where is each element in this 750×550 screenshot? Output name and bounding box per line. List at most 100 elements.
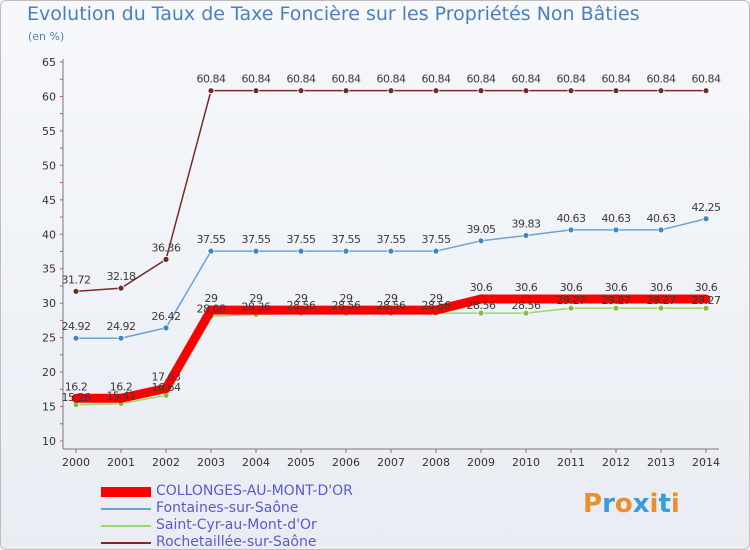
data-label: 36.36 — [152, 241, 181, 254]
data-point — [342, 247, 350, 255]
data-label: 30.6 — [560, 281, 583, 294]
x-tick-label: 2003 — [197, 456, 225, 469]
data-point — [252, 247, 260, 255]
data-point — [431, 305, 441, 315]
data-label: 29 — [385, 292, 398, 305]
data-label: 37.55 — [422, 233, 451, 246]
legend-swatch — [101, 487, 151, 497]
data-point — [387, 87, 395, 95]
data-point — [162, 255, 170, 263]
x-tick-label: 2005 — [287, 456, 315, 469]
data-point — [566, 294, 576, 304]
data-label: 37.55 — [287, 233, 316, 246]
x-tick-label: 2004 — [242, 456, 270, 469]
data-point — [207, 247, 215, 255]
data-point — [72, 287, 80, 295]
data-label: 16.2 — [110, 380, 133, 393]
data-label: 60.84 — [287, 73, 316, 86]
data-label: 24.92 — [62, 320, 91, 333]
legend-label: Fontaines-sur-Saône — [156, 500, 299, 516]
data-label: 60.84 — [242, 73, 271, 86]
data-point — [567, 87, 575, 95]
legend-swatch — [101, 525, 151, 527]
x-tick-label: 2002 — [152, 456, 180, 469]
data-point — [477, 87, 485, 95]
data-label: 37.55 — [242, 233, 271, 246]
data-point — [477, 309, 485, 317]
data-label: 29.27 — [602, 294, 631, 307]
data-label: 29.27 — [557, 294, 586, 307]
data-point — [701, 294, 711, 304]
data-label: 40.63 — [557, 212, 586, 225]
data-point — [297, 247, 305, 255]
data-label: 28.08 — [197, 302, 226, 315]
data-point — [657, 87, 665, 95]
data-point — [657, 226, 665, 234]
y-tick-label: 40 — [42, 228, 56, 241]
data-point — [611, 294, 621, 304]
data-label: 17.63 — [152, 370, 181, 383]
data-label: 29 — [340, 292, 353, 305]
brand-letter: i — [649, 489, 659, 519]
y-tick-label: 50 — [42, 159, 56, 172]
data-point — [522, 87, 530, 95]
chart-title: Evolution du Taux de Taxe Foncière sur l… — [27, 3, 640, 25]
y-tick-label: 45 — [42, 194, 56, 207]
data-point — [657, 304, 665, 312]
data-label: 24.92 — [107, 320, 136, 333]
data-point — [656, 294, 666, 304]
data-label: 28.56 — [422, 299, 451, 312]
brand-letter: P — [583, 489, 603, 519]
data-label: 29 — [205, 292, 218, 305]
x-tick-label: 2007 — [377, 456, 405, 469]
data-point — [522, 309, 530, 317]
data-point — [612, 226, 620, 234]
data-label: 60.84 — [377, 73, 406, 86]
data-point — [476, 294, 486, 304]
data-label: 60.84 — [332, 73, 361, 86]
data-point — [702, 304, 710, 312]
data-label: 15.41 — [107, 390, 136, 403]
data-point — [207, 87, 215, 95]
data-point — [386, 305, 396, 315]
data-point — [296, 305, 306, 315]
data-label: 26.42 — [152, 310, 181, 323]
data-label: 30.6 — [470, 281, 493, 294]
y-tick-label: 30 — [42, 297, 56, 310]
y-tick-label: 35 — [42, 263, 56, 276]
data-point — [432, 87, 440, 95]
data-label: 30.6 — [650, 281, 673, 294]
data-label: 60.84 — [602, 73, 631, 86]
y-tick-label: 10 — [42, 435, 56, 448]
data-label: 28.56 — [467, 299, 496, 312]
data-label: 30.6 — [515, 281, 538, 294]
data-point — [567, 226, 575, 234]
data-point — [71, 393, 81, 403]
data-label: 60.84 — [647, 73, 676, 86]
data-label: 28.56 — [377, 299, 406, 312]
data-label: 37.55 — [332, 233, 361, 246]
data-label: 29 — [250, 292, 263, 305]
legend-label: Rochetaillée-sur-Saône — [156, 534, 317, 550]
brand-letter: x — [632, 489, 650, 519]
data-point — [432, 247, 440, 255]
data-point — [297, 87, 305, 95]
x-tick-label: 2011 — [557, 456, 585, 469]
y-tick-label: 20 — [42, 366, 56, 379]
data-point — [206, 305, 216, 315]
data-point — [161, 384, 171, 393]
data-label: 37.55 — [377, 233, 406, 246]
brand-letter: i — [670, 489, 680, 519]
legend-label: COLLONGES-AU-MONT-D'OR — [156, 483, 353, 499]
data-label: 60.84 — [557, 73, 586, 86]
y-tick-label: 25 — [42, 332, 56, 345]
data-point — [612, 304, 620, 312]
data-label: 60.84 — [197, 73, 226, 86]
data-label: 29 — [430, 292, 443, 305]
data-point — [567, 304, 575, 312]
data-label: 31.72 — [62, 273, 91, 286]
data-label: 32.18 — [107, 270, 136, 283]
y-tick-label: 60 — [42, 90, 56, 103]
x-tick-label: 2009 — [467, 456, 495, 469]
